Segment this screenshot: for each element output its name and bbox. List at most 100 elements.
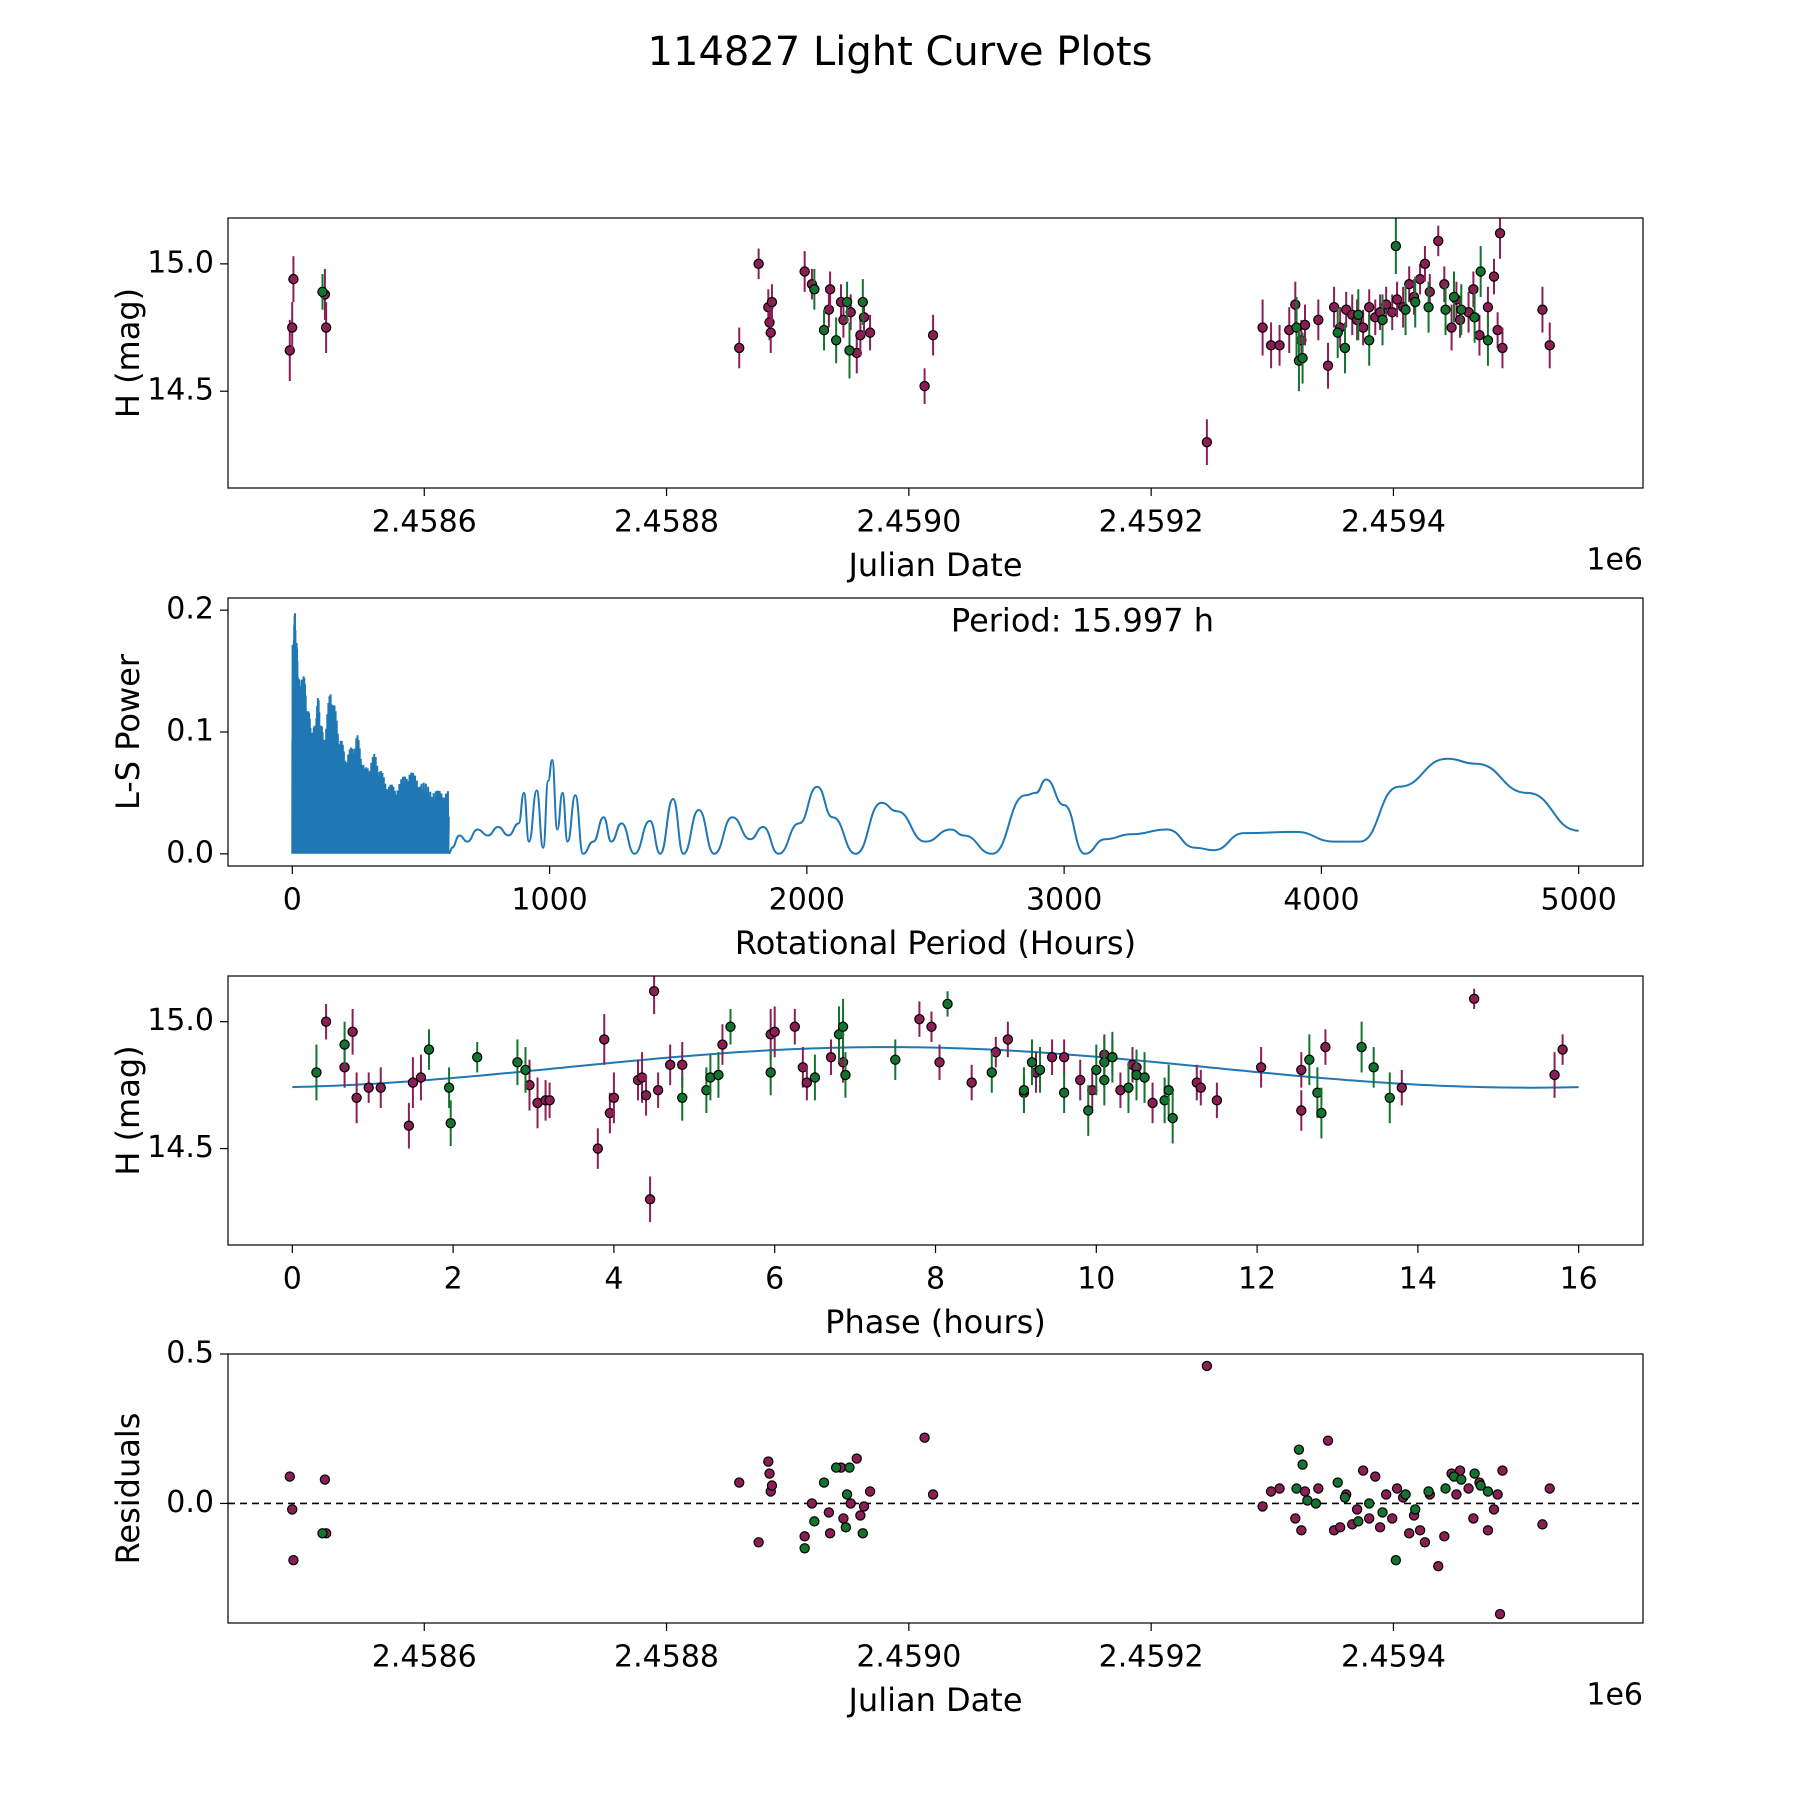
data-point	[1211, 1095, 1223, 1106]
data-point	[1440, 304, 1451, 315]
x-axis-label: Julian Date	[846, 546, 1022, 584]
data-point	[677, 1059, 688, 1071]
data-point	[1083, 1105, 1094, 1116]
data-point	[1351, 1504, 1363, 1515]
data-point	[1544, 340, 1555, 351]
data-point	[1091, 1064, 1102, 1076]
data-point	[1357, 1465, 1369, 1476]
data-point	[1557, 1044, 1568, 1055]
x-tick-label: 8	[926, 1262, 945, 1297]
data-point	[1293, 1444, 1305, 1455]
x-axis-label: Rotational Period (Hours)	[735, 924, 1136, 962]
data-point	[1339, 1492, 1351, 1503]
data-point	[765, 1067, 776, 1078]
figure-title: 114827 Light Curve Plots	[648, 29, 1153, 75]
data-point	[753, 1537, 764, 1548]
data-point	[1494, 1608, 1506, 1620]
data-point	[677, 1092, 688, 1104]
data-point	[1475, 1480, 1486, 1491]
data-point	[801, 1077, 813, 1088]
data-point	[1302, 1495, 1313, 1506]
data-point	[825, 1052, 837, 1063]
data-point	[1356, 1041, 1367, 1053]
data-point	[664, 1059, 676, 1071]
data-point	[1026, 1057, 1038, 1068]
y-tick-label: 0.1	[166, 714, 214, 749]
data-point	[347, 1026, 358, 1038]
data-point	[415, 1072, 427, 1083]
x-tick-label: 2.4588	[614, 1640, 719, 1675]
data-point	[1320, 1041, 1331, 1053]
x-tick-label: 2.4586	[372, 505, 477, 540]
data-point	[864, 327, 876, 338]
data-point	[608, 1092, 620, 1104]
data-point	[320, 1016, 332, 1027]
data-point	[1257, 1501, 1268, 1512]
x-tick-label: 2.4586	[372, 1640, 477, 1675]
data-point	[851, 1453, 862, 1464]
data-point	[841, 1489, 853, 1500]
axes-frame	[227, 597, 1644, 867]
x-tick-label: 4	[604, 1262, 623, 1297]
data-point	[1163, 1084, 1174, 1096]
data-point	[1296, 1064, 1307, 1076]
x-tick-label: 2.4592	[1099, 505, 1204, 540]
data-point	[1463, 1483, 1474, 1494]
data-point	[914, 1013, 925, 1025]
data-point	[837, 1021, 849, 1032]
x-tick-label: 0	[283, 883, 302, 918]
data-point	[1291, 322, 1302, 333]
data-point	[763, 1456, 774, 1467]
data-point	[1332, 1477, 1343, 1488]
data-point	[1549, 1069, 1560, 1081]
data-point	[1364, 1498, 1375, 1509]
data-point	[1274, 1483, 1285, 1494]
data-point	[599, 1034, 610, 1045]
y-tick-label: 0.0	[166, 1485, 214, 1520]
data-point	[934, 1057, 945, 1068]
data-point	[1296, 1525, 1307, 1536]
data-point	[769, 1026, 780, 1038]
data-point	[1387, 307, 1398, 318]
data-point	[1482, 335, 1494, 346]
data-point	[823, 1507, 835, 1518]
data-point	[644, 1194, 656, 1205]
x-offset-label: 1e6	[1586, 1678, 1643, 1713]
data-point	[1107, 1052, 1118, 1063]
data-point	[766, 1480, 778, 1491]
panel-lightcurve: 2.4586 2.4588 2.4590 2.4592 2.4594 14.5 15.0 Ju…	[109, 217, 1644, 584]
data-point	[1454, 314, 1466, 326]
x-axis-label: Phase (hours)	[825, 1303, 1046, 1341]
data-point	[1310, 1498, 1322, 1509]
data-point	[1468, 1513, 1479, 1524]
axes-frame	[227, 1353, 1644, 1624]
period-annotation: Period: 15.997 h	[951, 601, 1214, 639]
y-tick-label: 15.0	[147, 1003, 214, 1038]
data-point	[1265, 1486, 1277, 1497]
x-tick-label: 2.4592	[1099, 1640, 1204, 1675]
data-point	[919, 380, 930, 392]
data-point	[1364, 301, 1375, 313]
data-point	[648, 986, 660, 997]
data-point	[1414, 1525, 1426, 1536]
data-point	[818, 1477, 830, 1488]
x-tick-label: 2.4588	[614, 505, 719, 540]
data-point	[986, 1067, 997, 1078]
data-point	[713, 1069, 724, 1081]
data-point	[319, 1474, 331, 1485]
model-fit-curve	[292, 1046, 1579, 1089]
x-tick-label: 0	[283, 1262, 302, 1297]
data-point	[423, 1044, 435, 1055]
data-point	[1482, 1525, 1494, 1536]
y-axis-label: H (mag)	[109, 288, 147, 418]
data-point	[403, 1120, 415, 1131]
x-tick-label: 5000	[1541, 883, 1617, 918]
data-point	[809, 1516, 820, 1527]
data-point	[1297, 352, 1308, 364]
data-point	[858, 1501, 870, 1512]
data-point	[1299, 319, 1311, 331]
data-point	[1390, 1555, 1402, 1566]
data-point	[1387, 1513, 1398, 1524]
data-point	[1099, 1074, 1110, 1086]
